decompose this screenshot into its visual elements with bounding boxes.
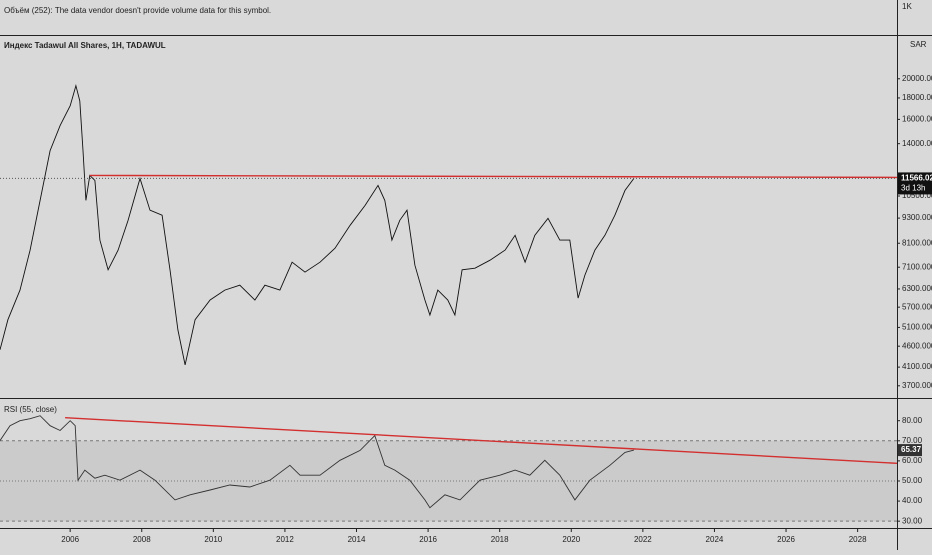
y-tick-label: 16000.000 bbox=[902, 114, 932, 123]
y-tick-label: 4600.000 bbox=[902, 341, 932, 350]
trendline bbox=[89, 174, 897, 179]
pane bbox=[0, 415, 897, 522]
countdown: 3d 13h bbox=[901, 184, 925, 193]
x-tick-label: 2028 bbox=[849, 535, 867, 544]
x-tick-label: 2014 bbox=[348, 535, 366, 544]
last-value-label: 65.37 bbox=[901, 445, 922, 454]
trendline bbox=[65, 417, 897, 464]
y-tick-label: 3700.000 bbox=[902, 381, 932, 390]
x-tick-label: 2012 bbox=[276, 535, 294, 544]
currency-label: SAR bbox=[910, 40, 927, 49]
x-tick-label: 2026 bbox=[777, 535, 795, 544]
x-tick-label: 2024 bbox=[706, 535, 724, 544]
x-tick-label: 2010 bbox=[204, 535, 222, 544]
rsi-title: RSI (55, close) bbox=[4, 405, 57, 414]
y-tick-label: 5700.000 bbox=[902, 302, 932, 311]
y-tick-label: 8100.000 bbox=[902, 238, 932, 247]
y-tick-label: 40.00 bbox=[902, 496, 923, 505]
y-tick-label: 4100.000 bbox=[902, 362, 932, 371]
pane bbox=[0, 83, 897, 365]
y-tick-label: 18000.000 bbox=[902, 93, 932, 102]
price-line bbox=[0, 415, 635, 509]
price-line bbox=[0, 83, 635, 365]
y-tick-label: 10500.000 bbox=[902, 191, 932, 200]
volume-notice: Объём (252): The data vendor doesn't pro… bbox=[4, 6, 271, 15]
x-tick-label: 2006 bbox=[61, 535, 79, 544]
x-tick-label: 2008 bbox=[133, 535, 151, 544]
volume-axis-label: 1K bbox=[902, 2, 912, 11]
x-tick-label: 2018 bbox=[491, 535, 509, 544]
x-tick-label: 2022 bbox=[634, 535, 652, 544]
y-tick-label: 80.00 bbox=[902, 416, 923, 425]
y-tick-label: 7100.000 bbox=[902, 262, 932, 271]
x-tick-label: 2020 bbox=[562, 535, 580, 544]
y-tick-label: 30.00 bbox=[902, 516, 923, 525]
x-tick-label: 2016 bbox=[419, 535, 437, 544]
y-tick-label: 9300.000 bbox=[902, 213, 932, 222]
last-value-box bbox=[898, 444, 922, 457]
last-price-box bbox=[898, 172, 932, 195]
y-tick-label: 70.00 bbox=[902, 436, 923, 445]
y-tick-label: 14000.000 bbox=[902, 139, 932, 148]
y-tick-label: 6300.000 bbox=[902, 284, 932, 293]
y-tick-label: 50.00 bbox=[902, 476, 923, 485]
main-title: Индекс Tadawul All Shares, 1H, TADAWUL bbox=[4, 41, 166, 50]
y-tick-label: 60.00 bbox=[902, 456, 923, 465]
last-price-label: 11566.020 bbox=[901, 174, 932, 183]
y-tick-label: 5100.000 bbox=[902, 323, 932, 332]
y-tick-label: 20000.000 bbox=[902, 74, 932, 83]
